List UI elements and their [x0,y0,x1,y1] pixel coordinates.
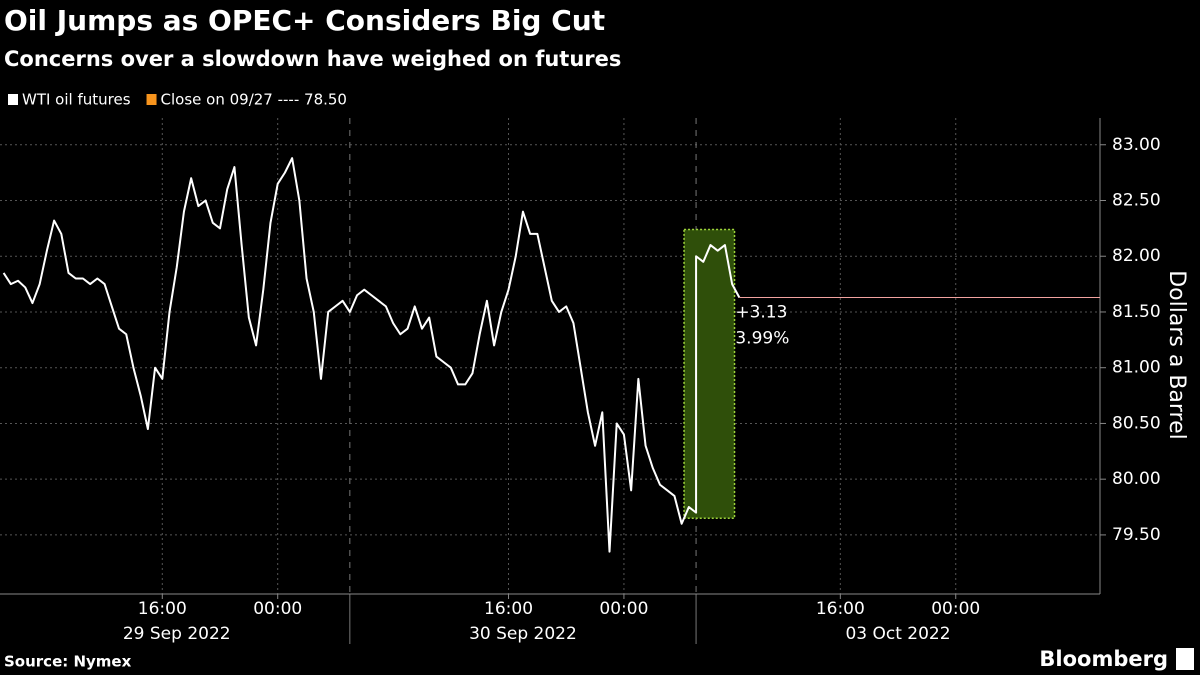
chart-title: Oil Jumps as OPEC+ Considers Big Cut [4,4,605,37]
y-tick-label: 80.00 [1112,469,1161,489]
legend-swatch [146,94,157,105]
annotation: +3.13 [735,302,787,322]
x-tick-label: 00:00 [599,599,648,619]
brand-icon [1176,648,1194,670]
chart-subtitle: Concerns over a slowdown have weighed on… [4,47,621,71]
x-tick-label: 00:00 [253,599,302,619]
source: Source: Nymex [4,653,132,671]
y-tick-label: 80.50 [1112,413,1161,433]
legend-label: Close on 09/27 ---- 78.50 [161,91,347,109]
y-tick-label: 82.50 [1112,190,1161,210]
y-tick-label: 83.00 [1112,135,1161,155]
legend-swatch [8,94,18,105]
price-line [2,157,741,553]
x-tick-label: 16:00 [484,599,533,619]
y-tick-label: 81.50 [1112,302,1161,322]
highlight-box [683,228,736,519]
y-tick-label: 79.50 [1112,525,1161,545]
y-tick-label: 81.00 [1112,358,1161,378]
y-axis-label: Dollars a Barrel [1164,270,1189,440]
x-tick-label: 16:00 [138,599,187,619]
date-label: 30 Sep 2022 [469,624,577,644]
date-label: 29 Sep 2022 [123,624,231,644]
x-tick-label: 16:00 [816,599,865,619]
annotation: 3.99% [735,328,789,348]
legend-label: WTI oil futures [22,91,131,109]
brand: Bloomberg [1039,647,1168,671]
x-tick-label: 00:00 [931,599,980,619]
date-label: 03 Oct 2022 [845,624,950,644]
y-tick-label: 82.00 [1112,246,1161,266]
